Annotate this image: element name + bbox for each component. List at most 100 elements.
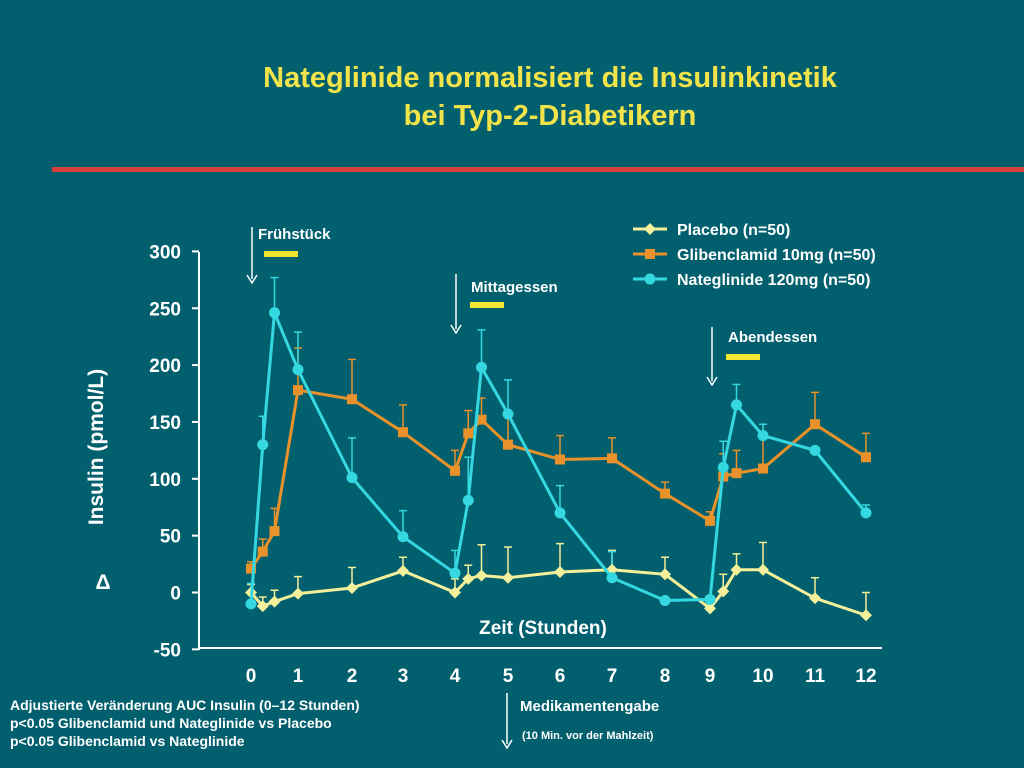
x-tick-label: 4 (450, 666, 461, 687)
placebo-point (860, 609, 872, 622)
glibenclamid-point (731, 468, 742, 479)
y-tick-label: 300 (149, 242, 181, 263)
x-tick-label: 7 (607, 666, 618, 687)
glibenclamid-point (476, 414, 487, 425)
nateglinide-point (346, 472, 358, 484)
placebo-point (809, 592, 821, 605)
footnote-auc: Adjustierte Veränderung AUC Insulin (0–1… (10, 697, 360, 713)
x-tick-label: 2 (347, 666, 358, 687)
medication-label: Medikamentengabe (520, 698, 660, 715)
footnote-p-value-2: p<0.05 Glibenclamid vs Nateglinide (10, 733, 245, 749)
placebo-point (502, 571, 514, 584)
y-tick-label: 100 (149, 470, 181, 491)
glibenclamid-point (861, 452, 871, 463)
nateglinide-point (860, 507, 872, 519)
nateglinide-point (476, 361, 487, 373)
glibenclamid-point (758, 463, 768, 474)
y-tick-label: 250 (149, 299, 181, 320)
legend-label-nateglinide: Nateglinide 120mg (n=50) (677, 272, 870, 289)
placebo-point (256, 600, 269, 613)
x-tick-label: 8 (660, 666, 671, 687)
placebo-point (462, 572, 475, 585)
glibenclamid-point (810, 419, 820, 430)
glibenclamid-point (607, 453, 617, 464)
y-tick-label: 50 (160, 527, 181, 548)
glibenclamid-point (555, 454, 565, 465)
placebo-point (757, 563, 769, 576)
meal-arrow-head (246, 274, 258, 285)
meal-annotation-label: Frühstück (258, 226, 331, 243)
nateglinide-point (502, 408, 514, 420)
nateglinide-point (462, 494, 474, 506)
y-tick-label: 200 (149, 356, 181, 377)
legend-label-placebo: Placebo (n=50) (677, 222, 790, 239)
meal-arrow-head (706, 376, 718, 387)
nateglinide-point (809, 444, 821, 456)
nateglinide-point (449, 567, 461, 579)
placebo-point (449, 586, 461, 599)
placebo-point (475, 569, 488, 582)
glibenclamid-point (293, 385, 303, 396)
slide-title-line1: Nateglinide normalisiert die Insulinkine… (263, 62, 837, 94)
nateglinide-point (245, 598, 257, 610)
medication-arrow-head (501, 739, 513, 750)
nateglinide-point (704, 593, 716, 605)
nateglinide-point (731, 399, 742, 411)
footnote-p-value-1: p<0.05 Glibenclamid und Nateglinide vs P… (10, 715, 332, 731)
glibenclamid-point (660, 488, 670, 499)
y-tick-label: 0 (170, 584, 181, 605)
y-tick-label: -50 (154, 640, 181, 661)
glibenclamid-point (463, 428, 474, 439)
placebo-point (730, 563, 743, 576)
glibenclamid-point (705, 515, 715, 526)
glibenclamid-point (269, 526, 280, 537)
placebo-point (659, 568, 671, 581)
placebo-point (346, 581, 358, 594)
nateglinide-point (757, 430, 769, 442)
x-tick-label: 5 (503, 666, 514, 687)
placebo-point (717, 585, 730, 598)
nateglinide-point (292, 364, 304, 376)
slide-title-line2: bei Typ-2-Diabetikern (403, 100, 697, 132)
placebo-point (554, 566, 566, 579)
x-tick-label: 3 (398, 666, 409, 687)
nateglinide-point (554, 507, 566, 519)
meal-bar (726, 354, 760, 360)
x-tick-label: 9 (705, 666, 716, 687)
meal-annotation-label: Mittagessen (471, 279, 558, 296)
nateglinide-point (717, 461, 729, 473)
x-tick-label: 6 (555, 666, 566, 687)
y-axis-label: Insulin (pmol/L) (85, 369, 108, 525)
nateglinide-point (606, 572, 618, 584)
glibenclamid-point (398, 427, 408, 438)
glibenclamid-point (503, 439, 513, 450)
legend-label-glibenclamid: Glibenclamid 10mg (n=50) (677, 247, 876, 264)
glibenclamid-point (347, 394, 357, 405)
glibenclamid-series-line (249, 388, 867, 570)
legend-marker-nateglinide (644, 273, 656, 285)
x-tick-label: 0 (246, 666, 257, 687)
x-tick-label: 1 (293, 666, 304, 687)
x-axis-label: Zeit (Stunden) (479, 618, 607, 639)
legend-marker-placebo (644, 223, 656, 235)
meal-annotation-label: Abendessen (728, 329, 817, 346)
x-tick-label: 10 (752, 666, 773, 687)
footnotes: Adjustierte Veränderung AUC Insulin (0–1… (10, 696, 360, 750)
meal-arrow-head (450, 324, 462, 335)
nateglinide-point (269, 307, 280, 319)
x-tick-label: 11 (805, 666, 826, 687)
legend-marker-glibenclamid (645, 249, 655, 259)
x-tick-label: 12 (855, 666, 876, 687)
y-tick-label: 150 (149, 413, 181, 434)
title-divider (52, 167, 1024, 172)
nateglinide-point (257, 439, 269, 451)
glibenclamid-point (450, 465, 460, 476)
nateglinide-point (659, 594, 671, 606)
placebo-point (292, 587, 304, 600)
glibenclamid-point (257, 546, 268, 557)
y-axis-delta-symbol: Δ (95, 571, 110, 594)
nateglinide-point (397, 531, 409, 543)
meal-bar (470, 302, 504, 308)
